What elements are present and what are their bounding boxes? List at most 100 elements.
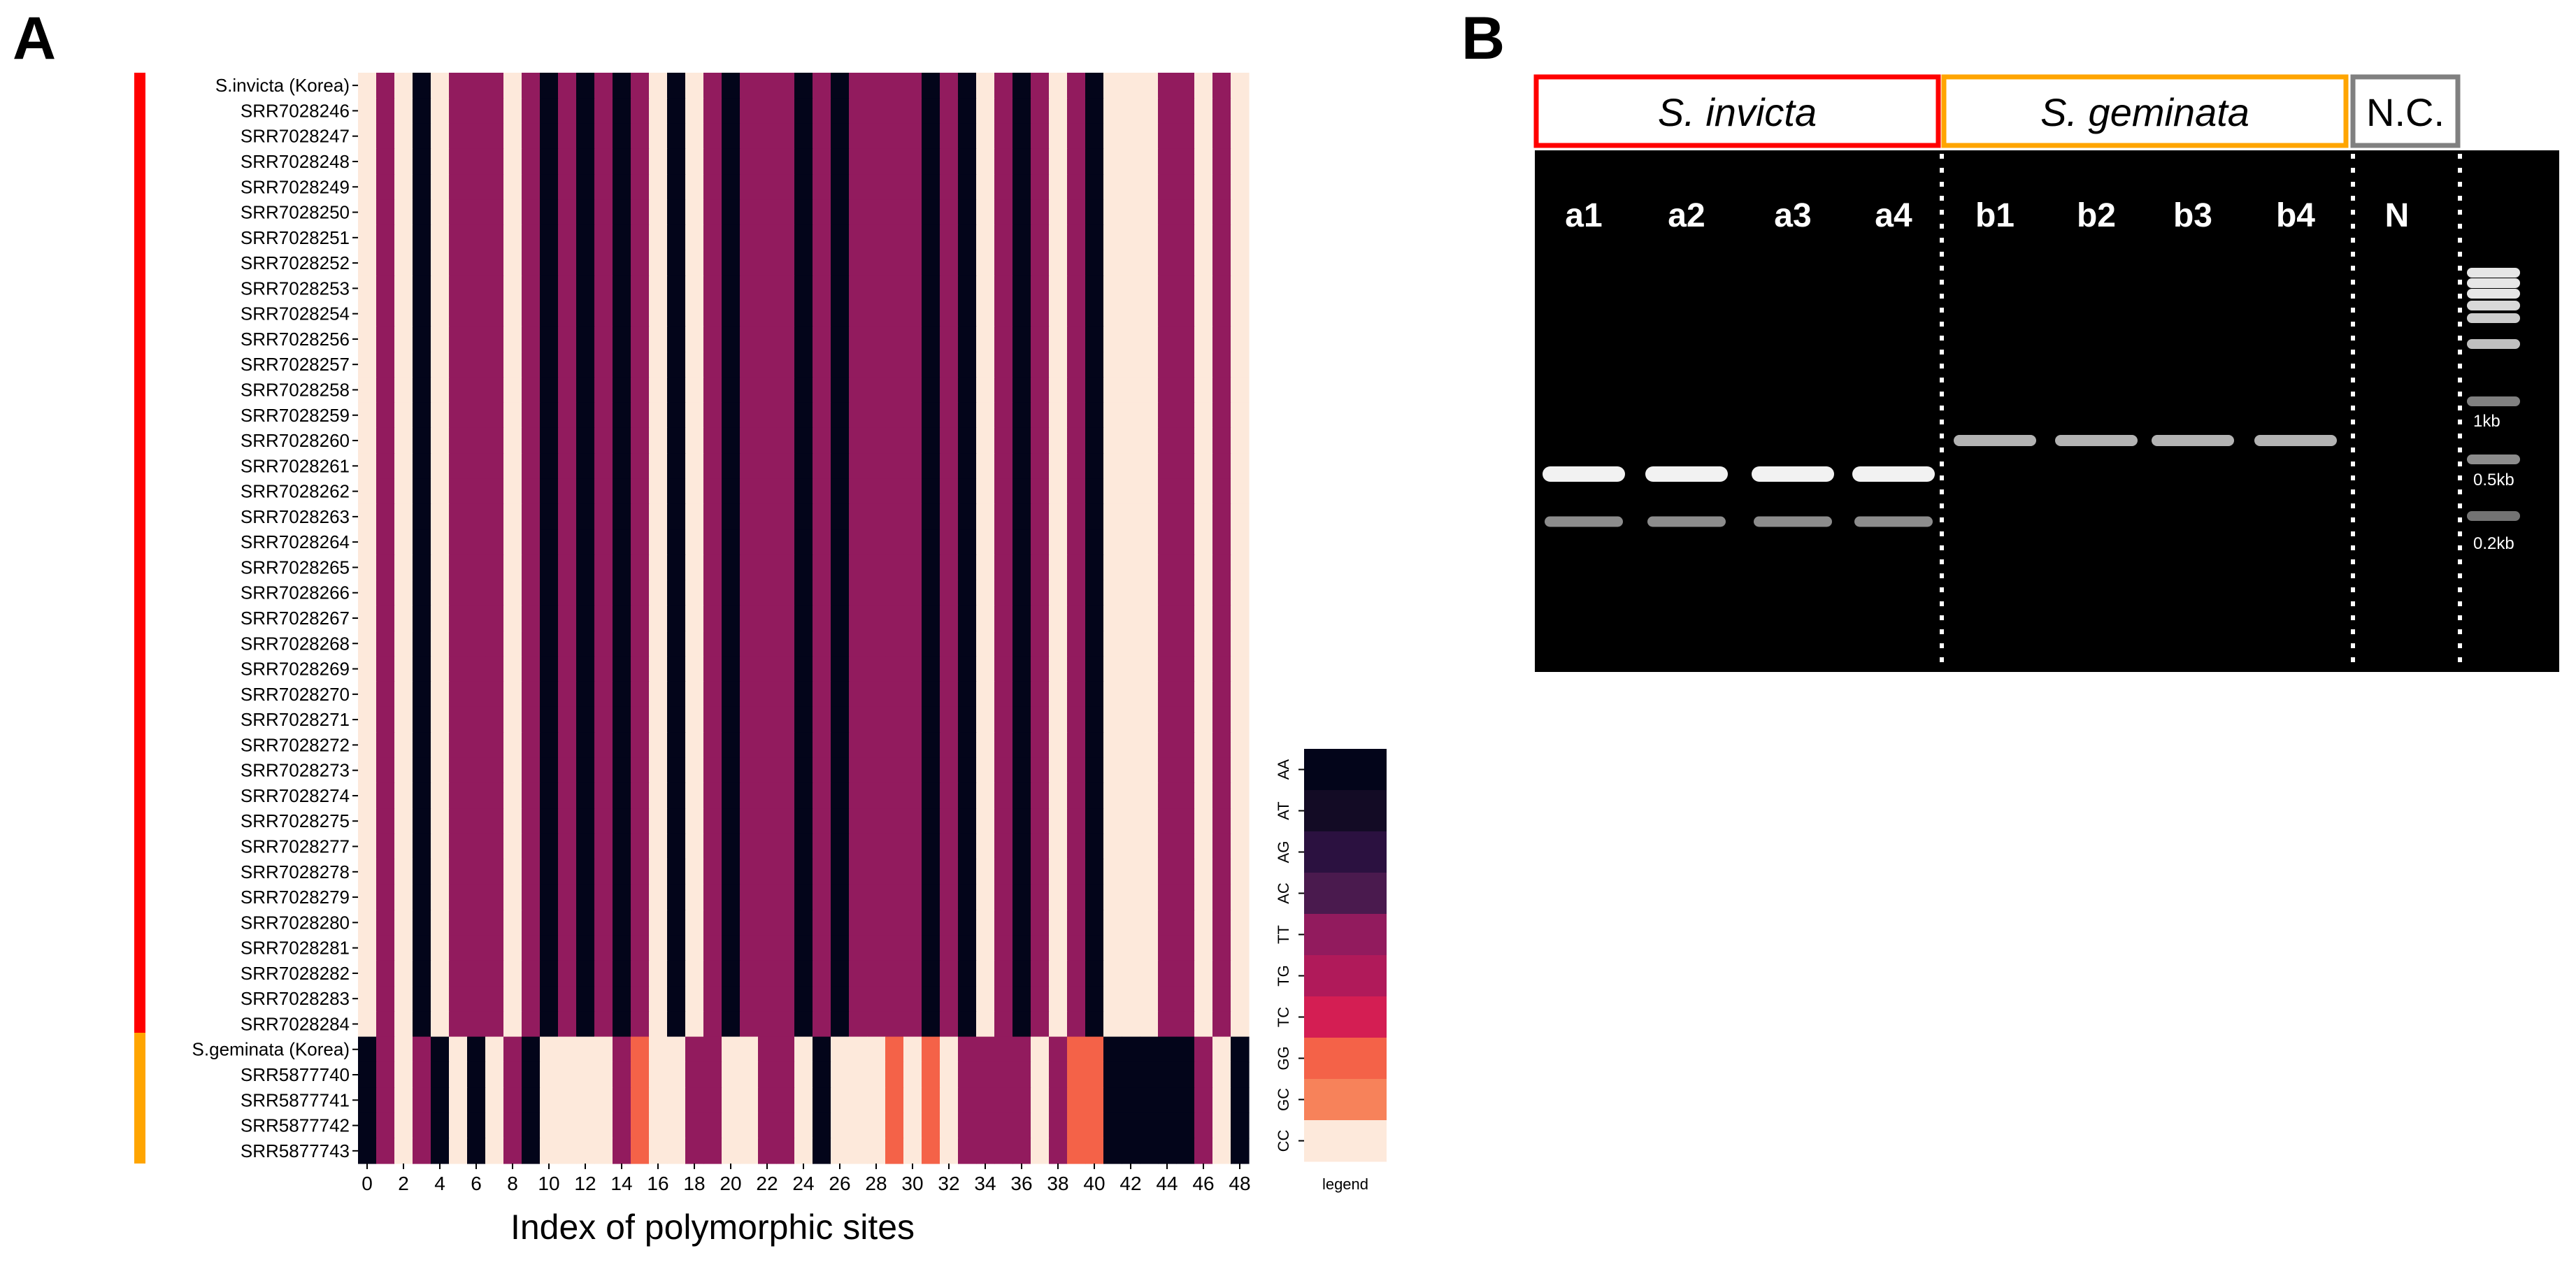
gel-header-boxes: S. invicta S. geminata N.C. xyxy=(1533,74,2461,148)
heatmap-cell xyxy=(758,250,777,276)
heatmap-cell xyxy=(485,1036,504,1063)
heatmap-cell xyxy=(685,98,704,124)
heatmap-cell xyxy=(1212,960,1231,987)
heatmap-cell xyxy=(1212,275,1231,302)
heatmap-cell xyxy=(831,199,850,226)
heatmap-cell xyxy=(522,250,541,276)
heatmap-cell xyxy=(922,656,940,682)
heatmap-cell xyxy=(940,250,959,276)
heatmap-cell xyxy=(649,148,668,175)
heatmap-cell xyxy=(667,706,686,733)
heatmap-cell xyxy=(958,1061,977,1088)
heatmap-cell xyxy=(1049,98,1068,124)
heatmap-cell xyxy=(831,326,850,352)
heatmap-cell xyxy=(1049,148,1068,175)
heatmap-cell xyxy=(740,910,759,936)
heatmap-cell xyxy=(758,935,777,961)
heatmap-cell xyxy=(1122,884,1140,910)
heatmap-cell xyxy=(413,123,431,150)
heatmap-cell xyxy=(867,1087,886,1114)
heatmap-cell xyxy=(940,123,959,150)
heatmap-cell xyxy=(1212,1011,1231,1038)
row-label: SRR7028263 xyxy=(241,506,350,527)
heatmap-cell xyxy=(1067,986,1086,1012)
heatmap-cell xyxy=(958,580,977,606)
heatmap-cell xyxy=(1231,123,1250,150)
heatmap-cell xyxy=(994,377,1013,403)
heatmap-cell xyxy=(794,782,813,809)
heatmap-cell xyxy=(1231,1061,1250,1088)
heatmap-cell xyxy=(794,174,813,200)
heatmap-cell xyxy=(358,529,377,555)
heatmap-cell xyxy=(849,935,868,961)
heatmap-cell xyxy=(503,402,522,429)
heatmap-cell xyxy=(794,1138,813,1164)
heatmap-cell xyxy=(685,1061,704,1088)
heatmap-cell xyxy=(594,427,613,454)
heatmap-cell xyxy=(1103,148,1122,175)
heatmap-cell xyxy=(958,250,977,276)
heatmap-cell xyxy=(594,73,613,99)
heatmap-cell xyxy=(685,427,704,454)
heatmap-cell xyxy=(1194,656,1213,682)
heatmap-cell xyxy=(703,148,722,175)
heatmap-cell xyxy=(1103,1087,1122,1114)
heatmap-cell xyxy=(558,631,577,657)
heatmap-cell xyxy=(740,808,759,834)
heatmap-cell xyxy=(685,199,704,226)
heatmap-cell xyxy=(522,1138,541,1164)
heatmap-cell xyxy=(413,352,431,378)
heatmap-cell xyxy=(903,326,922,352)
heatmap-cell xyxy=(503,529,522,555)
heatmap-cell xyxy=(431,1036,450,1063)
heatmap-cell xyxy=(922,503,940,530)
heatmap-cell xyxy=(522,732,541,759)
heatmap-cell xyxy=(649,986,668,1012)
heatmap-cell xyxy=(631,782,650,809)
heatmap-cell xyxy=(703,859,722,885)
x-tick-label: 18 xyxy=(683,1173,705,1194)
heatmap-cell xyxy=(794,1112,813,1139)
heatmap-cell xyxy=(1012,631,1031,657)
heatmap-cell xyxy=(1085,402,1104,429)
heatmap-cell xyxy=(885,1061,904,1088)
heatmap-cell xyxy=(758,1138,777,1164)
heatmap-cell xyxy=(685,275,704,302)
heatmap-cell xyxy=(758,706,777,733)
heatmap-cell xyxy=(1031,123,1050,150)
heatmap-cell xyxy=(1067,402,1086,429)
heatmap-cell xyxy=(1176,782,1195,809)
heatmap-cell xyxy=(1049,1011,1068,1038)
heatmap-cell xyxy=(703,960,722,987)
heatmap-cell xyxy=(940,706,959,733)
heatmap-cell xyxy=(867,631,886,657)
heatmap-cell xyxy=(485,427,504,454)
heatmap-cell xyxy=(1140,656,1159,682)
heatmap-cell xyxy=(740,1087,759,1114)
heatmap-cell xyxy=(1067,1138,1086,1164)
heatmap-cell xyxy=(576,1138,595,1164)
heatmap-cell xyxy=(831,478,850,505)
heatmap-cell xyxy=(1103,706,1122,733)
heatmap-cell xyxy=(1212,224,1231,251)
heatmap-cell xyxy=(994,1036,1013,1063)
heatmap-cell xyxy=(867,605,886,631)
heatmap-cell xyxy=(449,833,468,860)
heatmap-cell xyxy=(1212,123,1231,150)
heatmap-cell xyxy=(1212,706,1231,733)
heatmap-cell xyxy=(467,757,486,784)
heatmap-cell xyxy=(1103,275,1122,302)
heatmap-cell xyxy=(722,808,740,834)
heatmap-cell xyxy=(667,910,686,936)
heatmap-cell xyxy=(558,833,577,860)
row-label: SRR5877742 xyxy=(241,1115,350,1136)
heatmap-cell xyxy=(613,1112,631,1139)
heatmap-cell xyxy=(540,884,559,910)
heatmap-cell xyxy=(1049,478,1068,505)
heatmap-cell xyxy=(922,148,940,175)
heatmap-cell xyxy=(758,174,777,200)
heatmap-cell xyxy=(503,884,522,910)
heatmap-cell xyxy=(813,174,831,200)
heatmap-cell xyxy=(667,782,686,809)
heatmap-cell xyxy=(703,427,722,454)
